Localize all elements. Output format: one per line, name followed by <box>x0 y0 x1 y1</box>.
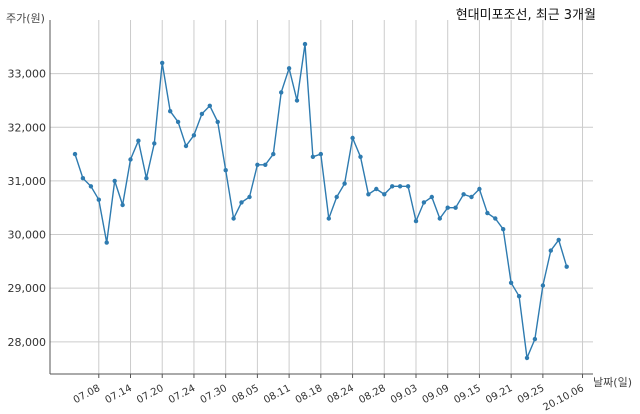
data-point <box>310 154 316 159</box>
x-tick-label: 07.30 <box>199 383 229 406</box>
x-tick-label: 08.05 <box>230 383 260 406</box>
data-point <box>318 151 323 157</box>
data-point <box>215 119 220 125</box>
data-point <box>469 194 474 200</box>
y-tick-labels: 28,000 29,000 30,000 31,000 32,000 33,000 <box>8 68 47 349</box>
x-tick-label: 08.11 <box>262 383 292 406</box>
data-point <box>405 184 411 189</box>
axes <box>49 20 593 378</box>
data-point <box>294 98 300 103</box>
data-point <box>326 216 331 221</box>
data-point <box>485 210 490 216</box>
data-point <box>374 186 379 192</box>
data-point <box>556 237 561 243</box>
y-tick-label: 33,000 <box>8 68 47 81</box>
data-point <box>548 248 553 253</box>
data-point <box>128 157 133 162</box>
data-point <box>144 176 149 181</box>
data-point <box>540 283 546 288</box>
x-tick-label: 09.21 <box>484 383 514 406</box>
data-point <box>461 192 466 197</box>
x-tick-label: 07.20 <box>135 383 165 406</box>
data-point <box>453 205 458 210</box>
data-point <box>501 227 506 232</box>
data-point <box>160 60 165 66</box>
data-point <box>564 264 569 269</box>
data-point <box>342 181 347 186</box>
y-tick-label: 28,000 <box>8 336 47 349</box>
data-point <box>366 192 371 197</box>
data-point <box>286 66 292 71</box>
data-point <box>493 216 498 221</box>
data-point <box>168 109 173 114</box>
data-point <box>175 119 181 125</box>
data-point <box>239 200 244 205</box>
data-point <box>271 151 276 157</box>
data-point <box>382 192 387 197</box>
data-point <box>413 218 419 224</box>
data-point <box>334 194 339 200</box>
data-point <box>279 90 284 95</box>
data-point <box>508 280 514 285</box>
data-point <box>88 184 94 189</box>
data-point <box>302 41 308 47</box>
x-tick-label: 07.24 <box>167 383 197 406</box>
data-point <box>477 186 482 192</box>
data-point <box>437 216 442 221</box>
x-tick-label: 09.15 <box>452 383 482 406</box>
x-tick-label: 20.10.06 <box>541 383 585 414</box>
data-point <box>231 216 236 221</box>
x-tick-label: 09.03 <box>389 383 419 406</box>
data-point <box>429 194 434 200</box>
y-tick-label: 29,000 <box>8 282 47 295</box>
data-point <box>104 240 109 245</box>
x-tick-label: 07.14 <box>103 383 133 406</box>
data-point <box>223 168 228 173</box>
x-tick-label: 09.09 <box>421 383 451 406</box>
x-tick-label: 07.08 <box>72 383 102 406</box>
data-point <box>152 141 157 146</box>
price-series <box>72 41 569 361</box>
data-point <box>532 336 538 342</box>
data-point <box>199 111 205 117</box>
data-point <box>72 151 78 157</box>
data-point <box>120 202 125 208</box>
data-point <box>350 135 355 141</box>
data-point <box>524 355 530 361</box>
data-point <box>247 194 252 200</box>
data-point <box>358 154 363 159</box>
data-point <box>255 162 260 167</box>
data-point <box>191 133 197 138</box>
data-point <box>516 294 522 299</box>
data-point <box>80 176 86 181</box>
data-point <box>136 138 141 143</box>
data-point <box>112 178 117 184</box>
grid <box>50 20 593 374</box>
data-point <box>445 205 450 210</box>
data-point <box>263 162 268 167</box>
y-tick-label: 32,000 <box>8 121 47 134</box>
y-tick-label: 30,000 <box>8 229 47 242</box>
y-tick-label: 31,000 <box>8 175 47 188</box>
chart-title: 현대미포조선, 최근 3개월 <box>455 8 596 23</box>
data-point <box>183 143 189 149</box>
x-tick-label: 08.28 <box>357 383 387 406</box>
x-axis-label: 날짜(일) <box>593 376 632 389</box>
data-point <box>207 103 212 109</box>
x-tick-labels: 07.08 07.14 07.20 07.24 07.30 08.05 08.11 08.18… <box>72 383 586 414</box>
y-axis-label: 주가(원) <box>6 12 45 25</box>
data-point <box>390 184 395 189</box>
data-point <box>421 200 427 205</box>
data-point <box>397 184 403 189</box>
data-point <box>96 197 102 202</box>
x-tick-label: 08.24 <box>326 383 356 406</box>
x-tick-label: 08.18 <box>294 383 324 406</box>
